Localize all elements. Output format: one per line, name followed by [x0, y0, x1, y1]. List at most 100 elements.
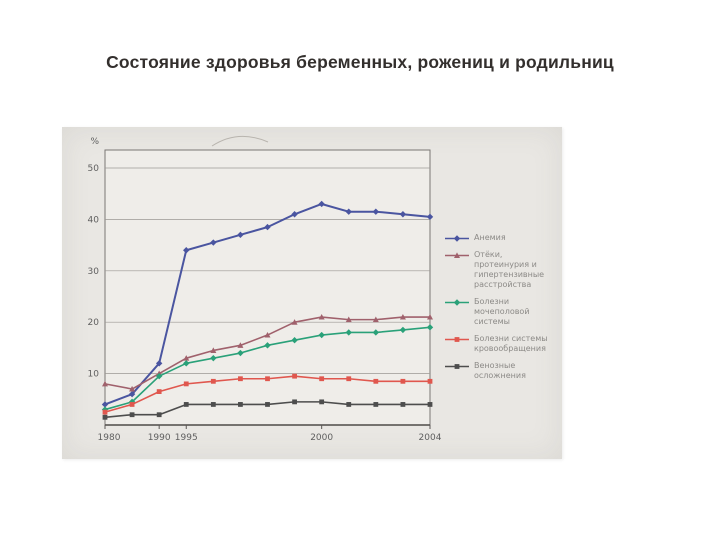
legend-marker-1	[445, 252, 469, 258]
marker-0-6	[264, 223, 271, 231]
legend-marker-shape-4	[454, 364, 460, 369]
line-chart: 10 20 30 40 50% 1980 1990 1995 2000 2004	[88, 135, 442, 443]
marker-0-7	[291, 211, 298, 218]
marker-0-11	[399, 211, 407, 218]
marker-4-5	[238, 402, 243, 407]
marker-1-3	[183, 355, 190, 361]
marker-2-6	[264, 342, 271, 349]
marker-3-11	[400, 378, 406, 384]
marker-2-7	[291, 336, 298, 344]
marker-4-8	[319, 399, 325, 405]
marker-3-1	[129, 402, 135, 407]
legend-item-1: Отёки, протеинурия и гипертензивные расс…	[445, 250, 559, 290]
marker-3-0	[102, 409, 108, 415]
legend-item-3: Болезни системы кровообращения	[445, 334, 559, 354]
series-markers-4	[102, 399, 433, 420]
marker-2-9	[345, 329, 352, 336]
marker-1-6	[264, 331, 271, 338]
legend-label-0: Анемия	[474, 233, 506, 242]
legend-marker-3	[445, 337, 469, 342]
ytick-20: 20	[88, 318, 100, 328]
legend-marker-shape-1	[454, 252, 460, 258]
marker-1-9	[345, 316, 352, 323]
legend-marker-4	[445, 364, 469, 369]
legend-item-2: Болезни мочеполовой системы	[445, 297, 559, 327]
marker-4-12	[427, 402, 433, 407]
marker-1-0	[102, 380, 108, 387]
marker-3-2	[156, 389, 162, 394]
marker-2-10	[372, 329, 380, 336]
marker-3-6	[265, 376, 270, 382]
chart-legend: Анемия Отёки, протеинурия и гипертензивны…	[445, 233, 559, 388]
marker-1-4	[210, 347, 217, 353]
marker-3-5	[238, 376, 243, 382]
xtick-1995: 1995	[175, 433, 198, 443]
legend-label-2: Болезни мочеполовой системы	[474, 297, 530, 326]
marker-1-11	[399, 313, 406, 320]
slide-title: Состояние здоровья беременных, рожениц и…	[106, 52, 614, 72]
marker-3-10	[373, 378, 379, 384]
series-markers-3	[102, 373, 433, 415]
marker-3-3	[183, 381, 189, 387]
marker-2-5	[237, 349, 244, 357]
legend-label-4: Венозные осложнения	[474, 361, 526, 380]
marker-1-1	[129, 385, 136, 392]
marker-0-9	[345, 208, 352, 215]
marker-3-7	[292, 373, 297, 379]
marker-0-2	[155, 360, 163, 367]
marker-4-6	[265, 402, 270, 407]
legend-marker-2	[445, 299, 469, 306]
marker-4-7	[292, 399, 297, 405]
marker-0-0	[101, 401, 109, 408]
marker-1-5	[237, 342, 244, 348]
marker-4-11	[400, 402, 406, 407]
scan-artifact	[211, 135, 269, 147]
marker-1-8	[318, 313, 325, 320]
marker-1-12	[427, 313, 433, 320]
legend-marker-shape-3	[454, 337, 460, 342]
marker-3-8	[319, 376, 325, 382]
marker-3-12	[427, 378, 433, 384]
legend-label-3: Болезни системы кровообращения	[474, 334, 548, 353]
marker-0-8	[318, 200, 325, 208]
marker-2-2	[155, 372, 163, 380]
legend-item-4: Венозные осложнения	[445, 361, 559, 381]
marker-0-1	[128, 390, 136, 398]
marker-2-8	[318, 331, 325, 339]
xtick-1980: 1980	[98, 433, 121, 443]
marker-4-4	[210, 402, 216, 407]
marker-2-4	[210, 354, 217, 362]
marker-1-7	[291, 319, 298, 325]
marker-4-10	[373, 402, 379, 407]
marker-4-9	[346, 402, 352, 407]
xtick-2004: 2004	[419, 433, 442, 443]
ytick-50: 50	[88, 164, 100, 174]
legend-marker-shape-0	[453, 235, 461, 242]
legend-marker-shape-2	[453, 299, 461, 306]
marker-4-3	[183, 402, 189, 407]
series-markers-0	[101, 200, 434, 408]
legend-item-0: Анемия	[445, 233, 559, 243]
marker-0-12	[426, 213, 434, 221]
marker-1-10	[372, 316, 379, 323]
marker-4-1	[129, 412, 135, 418]
legend-marker-0	[445, 235, 469, 242]
marker-4-0	[102, 414, 108, 420]
xtick-1990: 1990	[148, 433, 171, 443]
xtick-2000: 2000	[310, 433, 333, 443]
plot-frame	[104, 149, 431, 426]
legend-label-1: Отёки, протеинурия и гипертензивные расс…	[474, 250, 545, 289]
marker-0-5	[237, 231, 244, 239]
ytick-30: 30	[88, 267, 100, 277]
chart-scan: 10 20 30 40 50% 1980 1990 1995 2000 2004 Анемия От…	[62, 127, 562, 459]
marker-0-3	[183, 247, 190, 254]
ytick-10: 10	[88, 370, 100, 380]
marker-3-9	[346, 376, 352, 382]
marker-0-4	[210, 239, 217, 246]
ytick-40: 40	[88, 215, 100, 225]
marker-3-4	[210, 378, 216, 384]
y-axis-unit-label: %	[90, 137, 99, 147]
marker-0-10	[372, 208, 380, 215]
marker-4-2	[156, 412, 162, 418]
